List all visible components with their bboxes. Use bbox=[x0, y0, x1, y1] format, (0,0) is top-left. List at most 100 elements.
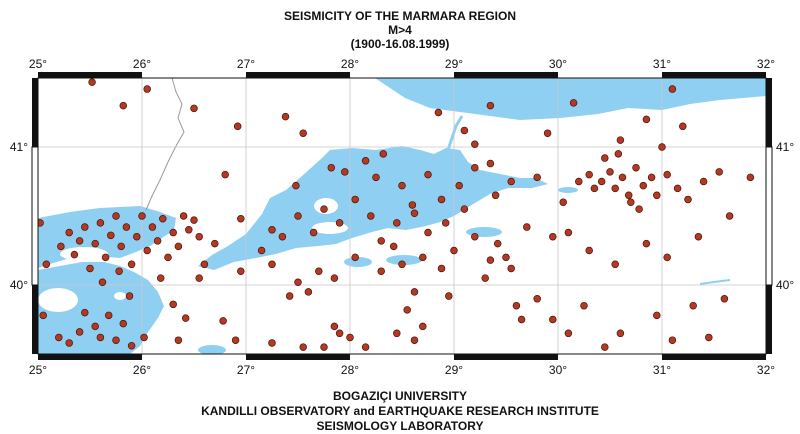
earthquake-marker bbox=[668, 85, 677, 93]
earthquake-marker bbox=[57, 242, 65, 251]
earthquake-marker bbox=[624, 191, 633, 200]
earthquake-marker bbox=[164, 253, 172, 262]
earthquake-marker bbox=[585, 170, 593, 179]
earthquake-marker bbox=[211, 239, 219, 248]
lon-tick-label-top: 28° bbox=[341, 57, 359, 71]
earthquake-marker bbox=[351, 253, 359, 262]
earthquake-marker bbox=[281, 112, 290, 121]
earthquake-marker bbox=[668, 336, 677, 344]
earthquake-marker bbox=[285, 292, 294, 300]
earthquake-marker bbox=[221, 170, 229, 179]
earthquake-marker bbox=[642, 239, 651, 248]
lon-tick-label-top: 30° bbox=[549, 57, 567, 71]
earthquake-marker bbox=[304, 288, 313, 296]
earthquake-marker bbox=[237, 215, 245, 223]
earthquake-marker bbox=[219, 317, 227, 325]
earthquake-marker bbox=[143, 246, 151, 255]
earthquake-marker bbox=[486, 256, 495, 264]
southern-lake bbox=[198, 345, 226, 354]
earthquake-marker bbox=[159, 215, 167, 223]
frame-bar-right bbox=[766, 285, 772, 354]
earthquake-marker bbox=[119, 101, 128, 110]
earthquake-marker bbox=[507, 264, 515, 273]
black-sea bbox=[375, 78, 766, 120]
earthquake-marker bbox=[673, 184, 682, 193]
earthquake-marker bbox=[653, 311, 661, 320]
earthquake-marker bbox=[398, 181, 406, 190]
earthquake-marker bbox=[127, 341, 136, 350]
earthquake-marker bbox=[125, 292, 134, 300]
earthquake-marker bbox=[294, 278, 302, 286]
earthquake-marker bbox=[299, 343, 307, 351]
earthquake-marker bbox=[517, 315, 526, 324]
earthquake-marker bbox=[88, 78, 96, 86]
bozcaada-island bbox=[114, 292, 126, 300]
earthquake-marker bbox=[575, 177, 583, 186]
earthquake-marker bbox=[98, 278, 107, 286]
title-line-3: (1900-16.08.1999) bbox=[350, 37, 450, 51]
earthquake-marker bbox=[437, 195, 446, 204]
earthquake-marker bbox=[299, 129, 307, 137]
earthquake-marker bbox=[115, 267, 123, 275]
earthquake-marker bbox=[746, 173, 755, 182]
lon-tick-label-bottom: 27° bbox=[237, 363, 255, 377]
lon-tick-label-bottom: 25° bbox=[29, 363, 47, 377]
earthquake-marker bbox=[493, 239, 502, 248]
lat-tick-label-right: 40° bbox=[776, 278, 794, 292]
frame-bar-left bbox=[32, 285, 38, 354]
border-line bbox=[145, 78, 185, 211]
earthquake-marker bbox=[185, 226, 193, 234]
earthquake-marker bbox=[389, 242, 398, 251]
earthquake-marker bbox=[133, 232, 141, 241]
earthquake-marker bbox=[104, 311, 113, 320]
earthquake-marker bbox=[632, 163, 640, 172]
lon-tick-label-bottom: 31° bbox=[653, 363, 671, 377]
earthquake-marker bbox=[112, 336, 120, 344]
earthquake-marker bbox=[564, 329, 573, 338]
earthquake-marker bbox=[549, 232, 557, 241]
earthquake-marker bbox=[658, 143, 666, 151]
footer-line-1: BOGAZIÇI UNIVERSITY bbox=[332, 389, 467, 403]
frame-bar-top bbox=[454, 72, 558, 78]
earthquake-marker bbox=[679, 122, 687, 131]
earthquake-marker bbox=[549, 315, 557, 324]
earthquake-marker bbox=[156, 274, 165, 282]
earthquake-marker bbox=[424, 228, 432, 237]
earthquake-marker bbox=[699, 177, 708, 186]
earthquake-marker bbox=[410, 336, 419, 344]
earthquake-marker bbox=[330, 274, 339, 282]
earthquake-marker bbox=[606, 168, 614, 176]
frame-bar-bottom bbox=[662, 354, 766, 360]
frame-bar-top bbox=[38, 72, 142, 78]
earthquake-marker bbox=[181, 314, 190, 322]
earthquake-marker bbox=[320, 205, 328, 213]
earthquake-marker bbox=[75, 237, 84, 245]
earthquake-marker bbox=[419, 253, 427, 262]
river bbox=[699, 279, 731, 285]
footer-line-3: SEISMOLOGY LABORATORY bbox=[316, 419, 484, 433]
earthquake-marker bbox=[268, 226, 276, 234]
earthquake-marker bbox=[585, 246, 593, 255]
earthquake-marker bbox=[590, 184, 599, 193]
earthquake-marker bbox=[190, 216, 198, 224]
earthquake-marker bbox=[523, 223, 531, 231]
earthquake-marker bbox=[96, 219, 105, 227]
earthquake-marker bbox=[486, 101, 495, 110]
earthquake-marker bbox=[715, 168, 723, 176]
earthquake-marker bbox=[635, 205, 643, 213]
earthquake-marker bbox=[237, 267, 245, 275]
earthquake-marker bbox=[119, 319, 128, 328]
earthquake-marker bbox=[580, 301, 588, 310]
lon-tick-label-bottom: 28° bbox=[341, 363, 359, 377]
earthquake-marker bbox=[179, 212, 188, 220]
earthquake-marker bbox=[65, 228, 73, 237]
earthquake-marker bbox=[616, 329, 625, 338]
earthquake-marker bbox=[143, 85, 151, 93]
earthquake-marker bbox=[101, 253, 110, 262]
earthquake-marker bbox=[393, 329, 401, 338]
earthquake-marker bbox=[460, 205, 469, 213]
earthquake-marker bbox=[42, 260, 51, 269]
lake-uluabat bbox=[386, 255, 422, 265]
earthquake-marker bbox=[335, 329, 344, 338]
